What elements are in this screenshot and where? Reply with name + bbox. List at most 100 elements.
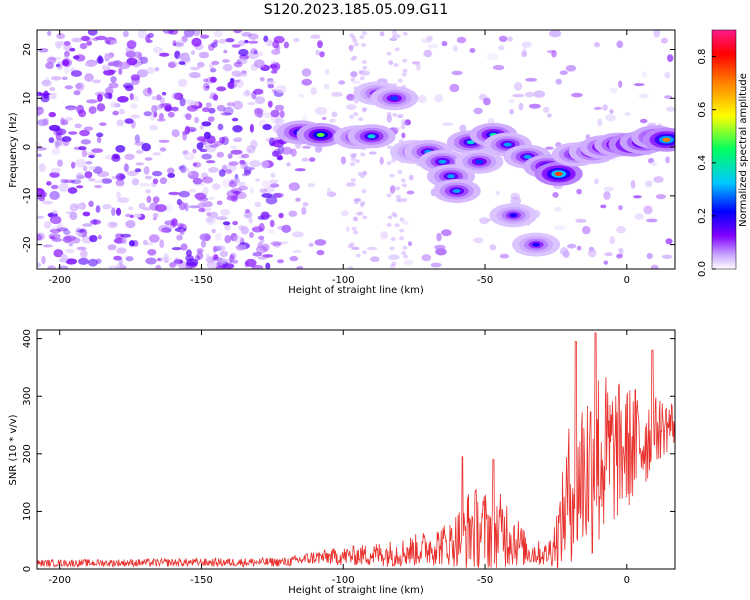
noise-blob: [397, 78, 403, 83]
noise-blob: [597, 118, 603, 127]
noise-blob: [262, 112, 273, 119]
noise-blob: [307, 183, 316, 188]
noise-blob: [317, 40, 323, 49]
noise-blob: [360, 201, 366, 205]
noise-blob: [182, 132, 187, 141]
noise-blob: [660, 37, 668, 44]
noise-blob: [354, 200, 359, 205]
noise-blob: [167, 60, 178, 68]
noise-blob: [288, 182, 300, 191]
noise-blob: [618, 80, 623, 88]
noise-blob: [86, 99, 98, 104]
noise-blob: [543, 106, 550, 113]
noise-blob: [244, 208, 251, 214]
noise-blob: [239, 159, 246, 165]
noise-blob: [209, 63, 215, 70]
noise-blob: [451, 70, 463, 76]
noise-blob: [394, 47, 400, 52]
colorbar-tick-label: 0.0: [697, 261, 708, 277]
noise-blob: [529, 103, 541, 109]
noise-blob: [63, 229, 71, 236]
y-tick-label: 100: [22, 502, 33, 521]
noise-blob: [314, 106, 327, 116]
noise-blob: [135, 162, 144, 166]
noise-blob: [86, 40, 92, 46]
noise-blob: [171, 218, 178, 227]
noise-blob: [359, 76, 365, 81]
noise-blob: [206, 212, 211, 217]
noise-blob: [85, 161, 93, 165]
noise-blob: [48, 137, 55, 144]
noise-blob: [326, 187, 331, 197]
noise-blob: [388, 60, 394, 64]
noise-blob: [403, 259, 414, 266]
noise-blob: [351, 246, 360, 250]
noise-blob: [58, 182, 69, 192]
noise-blob: [248, 40, 259, 44]
noise-blob: [386, 112, 392, 116]
snr-x-label: Height of straight line (km): [288, 585, 424, 596]
noise-blob: [41, 255, 46, 265]
noise-blob: [498, 35, 508, 42]
noise-blob: [248, 33, 259, 40]
noise-blob: [395, 186, 401, 191]
noise-blob: [379, 156, 384, 165]
noise-blob: [402, 197, 408, 202]
noise-blob: [207, 116, 215, 122]
noise-blob: [362, 65, 368, 70]
noise-blob: [42, 118, 49, 126]
noise-blob: [54, 140, 60, 149]
noise-blob: [78, 109, 87, 118]
noise-blob: [358, 117, 364, 122]
noise-blob: [521, 41, 532, 48]
noise-blob: [308, 157, 316, 162]
noise-blob: [159, 147, 167, 152]
noise-blob: [190, 128, 196, 132]
noise-blob: [231, 117, 239, 122]
noise-blob: [390, 158, 396, 163]
noise-blob: [126, 40, 137, 49]
noise-blob: [84, 73, 94, 82]
noise-blob: [205, 85, 210, 89]
noise-blob: [360, 152, 366, 157]
noise-blob: [350, 162, 356, 167]
snr-panel: -200 -150 -100 -50 0 0 100 200 300 400 Height of…: [8, 329, 676, 596]
signal-blob: [438, 159, 447, 164]
noise-blob: [63, 41, 71, 46]
noise-blob: [196, 61, 205, 68]
noise-blob: [234, 178, 240, 184]
noise-blob: [618, 205, 623, 211]
noise-blob: [67, 187, 78, 194]
noise-blob: [237, 40, 246, 47]
noise-blob: [223, 49, 228, 54]
noise-blob: [37, 234, 43, 241]
noise-blob: [47, 265, 56, 269]
noise-blob: [117, 96, 129, 103]
noise-blob: [350, 178, 356, 183]
noise-blob: [575, 218, 587, 223]
noise-blob: [68, 242, 74, 247]
colorbar-tick-label: 0.6: [697, 102, 708, 118]
noise-blob: [63, 44, 73, 51]
noise-blob: [401, 251, 407, 255]
noise-blob: [406, 190, 415, 195]
noise-blob: [281, 146, 293, 155]
noise-blob: [268, 228, 276, 234]
noise-blob: [89, 219, 102, 225]
noise-blob: [177, 53, 190, 62]
noise-blob: [401, 183, 407, 188]
noise-blob: [177, 78, 188, 88]
noise-blob: [134, 168, 142, 173]
noise-blob: [323, 83, 330, 90]
noise-blob: [50, 167, 61, 174]
noise-blob: [206, 216, 214, 223]
x-tick-label: -200: [48, 575, 71, 586]
noise-blob: [37, 142, 42, 147]
noise-blob: [281, 224, 292, 233]
noise-blob: [338, 80, 346, 85]
x-tick-label: -200: [48, 275, 71, 286]
noise-blob: [224, 164, 237, 172]
noise-blob: [233, 61, 243, 68]
noise-blob: [391, 34, 401, 39]
noise-blob: [392, 112, 398, 117]
